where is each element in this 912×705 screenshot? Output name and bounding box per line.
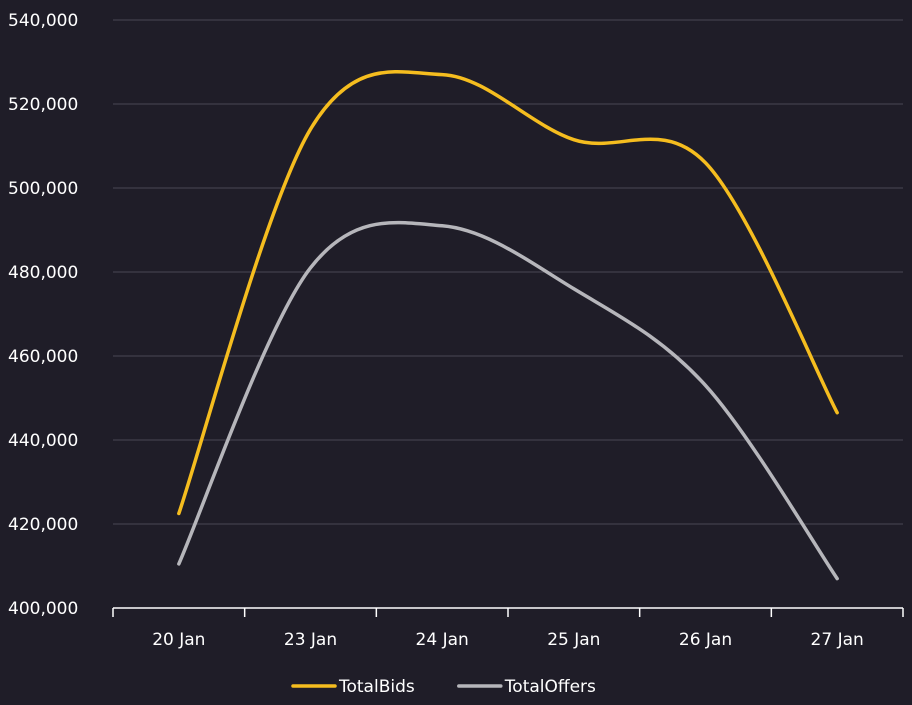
- x-axis: 20 Jan 23 Jan 24 Jan 25 Jan 26 Jan 27 Jan: [112, 607, 904, 650]
- legend-label: TotalBids: [338, 677, 415, 697]
- x-tick-label: 24 Jan: [416, 630, 469, 650]
- legend-item-totalbids: TotalBids: [291, 677, 415, 697]
- y-tick-label: 420,000: [8, 515, 78, 535]
- y-tick-label: 400,000: [8, 599, 78, 619]
- x-tick-label: 23 Jan: [284, 630, 337, 650]
- y-tick-label: 540,000: [8, 11, 78, 31]
- x-tick-label: 27 Jan: [811, 630, 864, 650]
- gridlines: [113, 19, 903, 525]
- legend-label: TotalOffers: [504, 677, 596, 697]
- legend: TotalBids TotalOffers: [291, 677, 596, 697]
- y-tick-label: 460,000: [8, 347, 78, 367]
- y-axis: 400,000 420,000 440,000 460,000 480,000 500,0…: [8, 11, 78, 619]
- y-tick-label: 440,000: [8, 431, 78, 451]
- y-tick-label: 500,000: [8, 179, 78, 199]
- series-lines: [177, 69, 839, 581]
- y-tick-label: 480,000: [8, 263, 78, 283]
- series-line-totaloffers: [177, 220, 839, 581]
- x-tick-label: 26 Jan: [679, 630, 732, 650]
- y-tick-label: 520,000: [8, 95, 78, 115]
- series-line-totalbids: [177, 69, 839, 516]
- legend-item-totaloffers: TotalOffers: [457, 677, 596, 697]
- x-tick-label: 20 Jan: [152, 630, 205, 650]
- x-tick-label: 25 Jan: [547, 630, 600, 650]
